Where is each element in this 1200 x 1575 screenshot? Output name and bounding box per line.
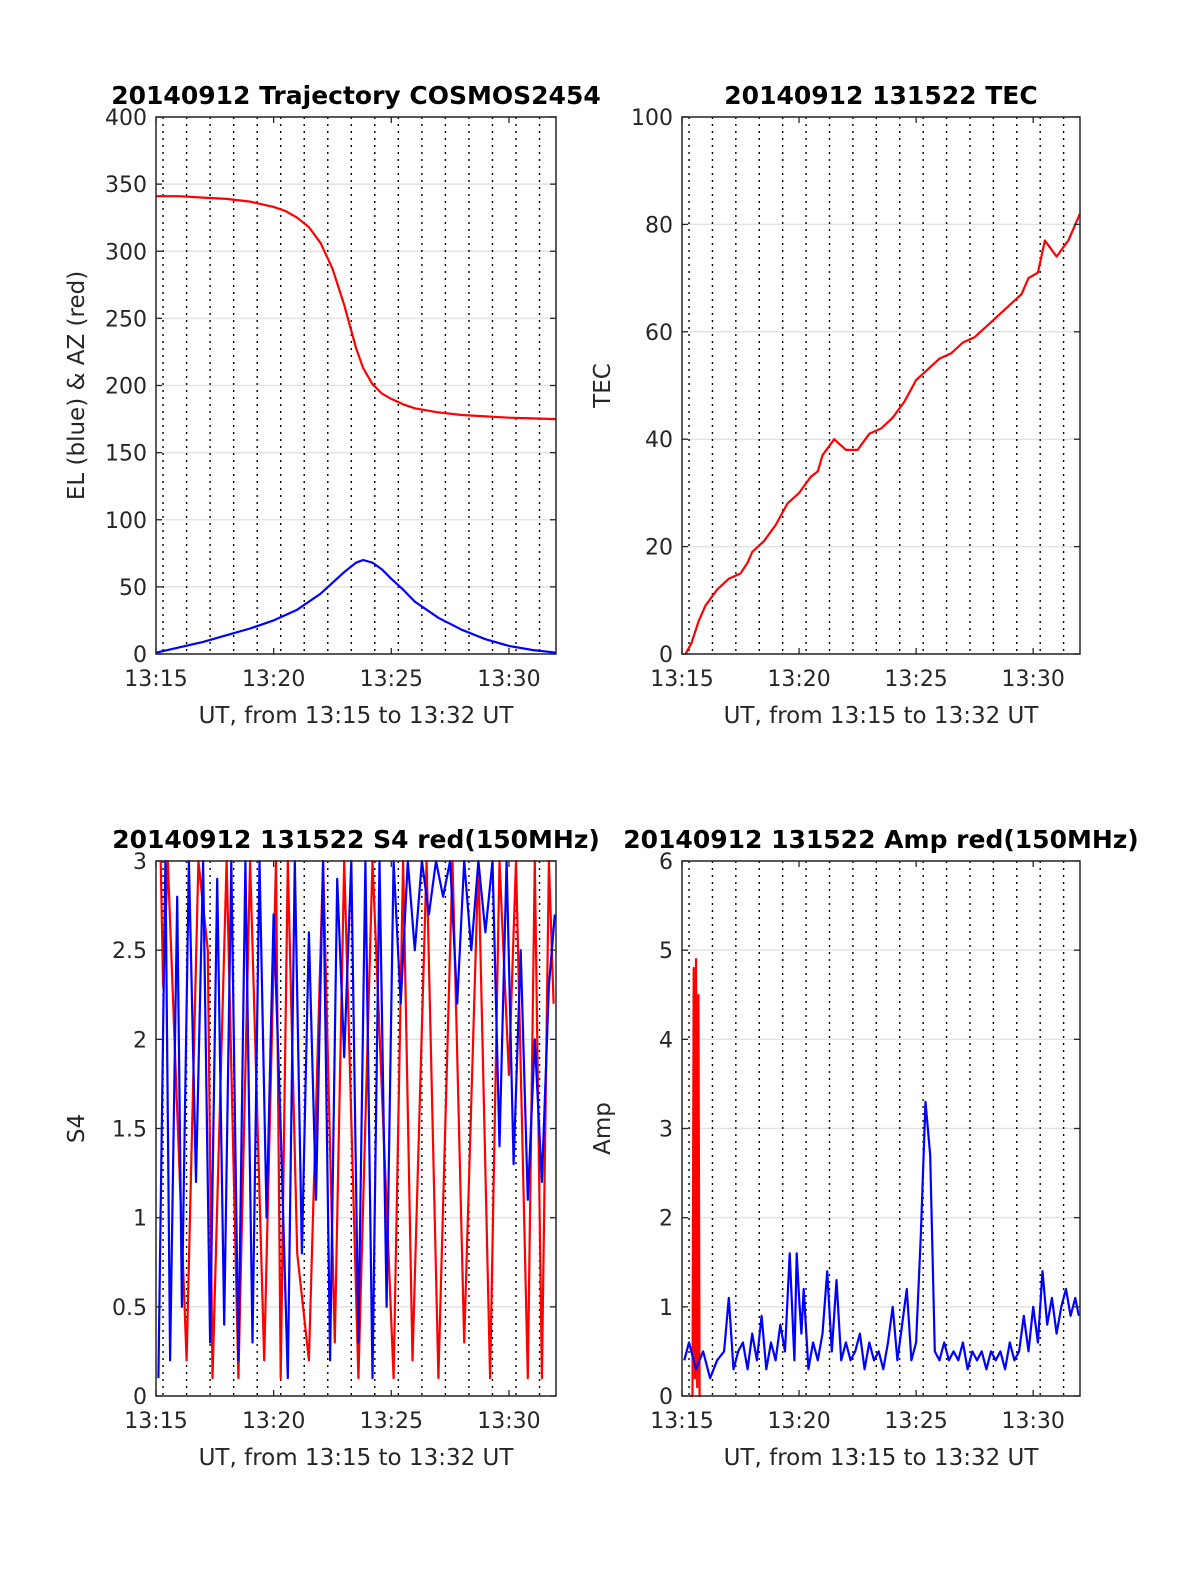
series-line-s4_red (159, 859, 555, 1380)
y-tick-label: 3 (133, 850, 147, 875)
y-tick-label: 100 (631, 106, 673, 131)
y-tick-label: 0.5 (112, 1296, 147, 1321)
y-tick-label: 150 (105, 442, 147, 467)
x-tick-label: 13:25 (360, 1409, 423, 1434)
y-tick-label: 400 (105, 106, 147, 131)
y-tick-label: 2 (133, 1028, 147, 1053)
y-tick-label: 60 (645, 321, 673, 346)
y-tick-label: 20 (645, 536, 673, 561)
chart-panel-s4: 0 0.5 1 1.5 2 2.5 3 13:15 13:20 13:25 13:30 2014091… (64, 825, 600, 1471)
y-tick-label: 2 (659, 1207, 673, 1232)
series-line-s4_blue (157, 859, 556, 1380)
chart-title: 20140912 131522 TEC (724, 81, 1037, 110)
x-tick-label: 13:20 (767, 667, 830, 692)
y-tick-label: 3 (659, 1118, 673, 1143)
y-tick-label: 6 (659, 850, 673, 875)
y-tick-label: 100 (105, 509, 147, 534)
axes-box (681, 116, 1081, 655)
x-tick-label: 13:25 (884, 1409, 947, 1434)
x-axis-label: UT, from 13:15 to 13:32 UT (199, 1445, 515, 1471)
y-tick-label: 250 (105, 307, 147, 332)
x-axis-label: UT, from 13:15 to 13:32 UT (724, 1445, 1040, 1471)
x-tick-label: 13:20 (242, 667, 305, 692)
x-tick-label: 13:20 (767, 1409, 830, 1434)
y-tick-label: 0 (659, 1385, 673, 1410)
y-tick-label: 1 (133, 1207, 147, 1232)
x-tick-label: 13:30 (1001, 667, 1064, 692)
x-tick-label: 13:15 (650, 667, 713, 692)
y-tick-label: 200 (105, 375, 147, 400)
series-line-amp_blue (683, 1100, 1080, 1380)
y-tick-label: 0 (133, 643, 147, 668)
chart-title: 20140912 Trajectory COSMOS2454 (111, 81, 601, 110)
y-tick-label: 350 (105, 173, 147, 198)
chart-title: 20140912 131522 S4 red(150MHz) (112, 825, 600, 854)
chart-panel-tec: 0 20 40 60 80 100 13:15 13:20 13:25 13:30 20140912… (590, 81, 1082, 729)
y-axis-label: TEC (590, 363, 616, 409)
y-tick-label: 0 (133, 1385, 147, 1410)
x-tick-label: 13:30 (477, 1409, 540, 1434)
x-axis-label: UT, from 13:15 to 13:32 UT (724, 703, 1040, 729)
x-tick-label: 13:20 (242, 1409, 305, 1434)
x-tick-label: 13:30 (477, 667, 540, 692)
y-axis-label: S4 (64, 1114, 90, 1143)
x-tick-label: 13:15 (650, 1409, 713, 1434)
y-tick-label: 300 (105, 240, 147, 265)
x-tick-label: 13:15 (124, 667, 187, 692)
y-tick-label: 2.5 (112, 939, 147, 964)
y-tick-label: 0 (659, 643, 673, 668)
series-line-el (155, 558, 557, 654)
y-tick-label: 5 (659, 939, 673, 964)
y-tick-label: 4 (659, 1028, 673, 1053)
x-axis-label: UT, from 13:15 to 13:32 UT (199, 703, 515, 729)
series-line-amp_red (690, 957, 701, 1398)
y-axis-label: EL (blue) & AZ (red) (64, 271, 90, 500)
plot-area (682, 117, 1080, 654)
chart-panel-amp: 0 1 2 3 4 5 6 13:15 13:20 13:25 13:30 20140912 1315… (590, 825, 1139, 1471)
y-tick-label: 1.5 (112, 1118, 147, 1143)
x-tick-label: 13:25 (360, 667, 423, 692)
y-tick-label: 80 (645, 213, 673, 238)
x-tick-label: 13:30 (1001, 1409, 1064, 1434)
series-line-az (156, 195, 557, 421)
y-tick-label: 50 (119, 576, 147, 601)
chart-panel-trajectory: 0 50 100 150 200 250 300 350 400 13:15 13:20 13:25 1… (64, 81, 601, 729)
y-axis-label: Amp (590, 1102, 616, 1155)
series-line-tec (684, 213, 1082, 655)
x-tick-label: 13:15 (124, 1409, 187, 1434)
y-tick-label: 1 (659, 1296, 673, 1321)
chart-title: 20140912 131522 Amp red(150MHz) (623, 825, 1139, 854)
y-tick-label: 40 (645, 428, 673, 453)
x-tick-label: 13:25 (884, 667, 947, 692)
